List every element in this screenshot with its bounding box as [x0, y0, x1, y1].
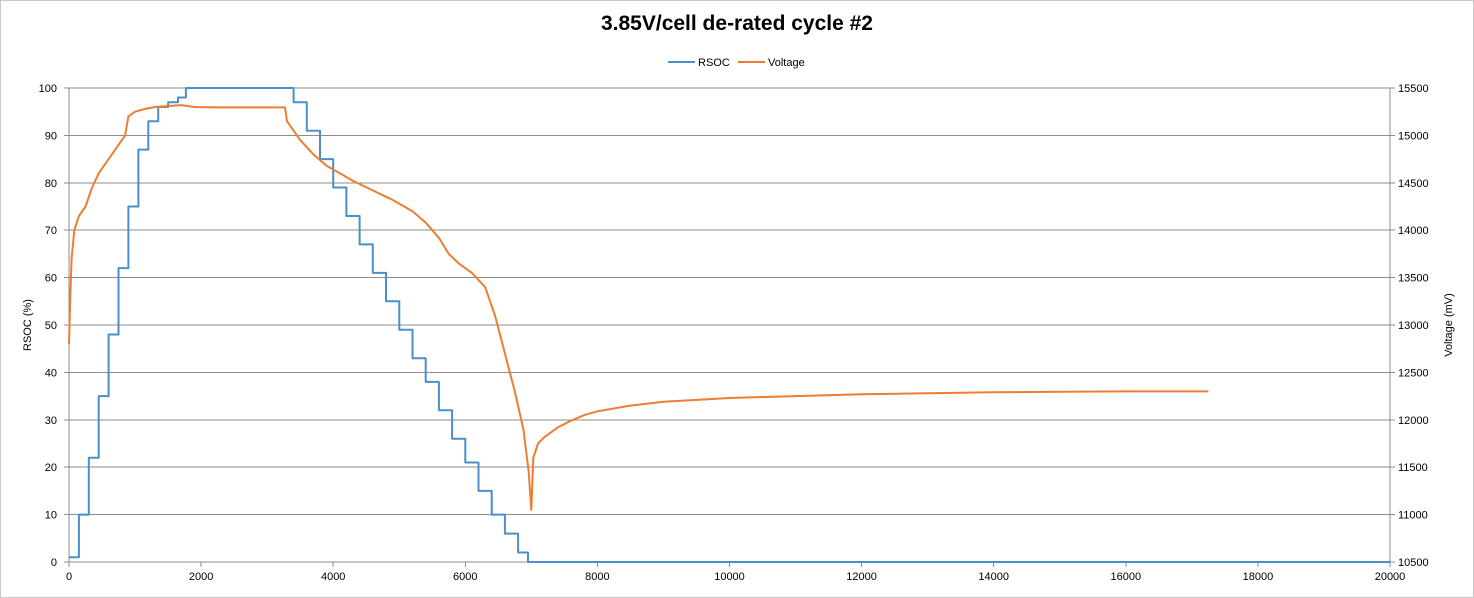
x-tick-label-7: 14000	[978, 571, 1009, 583]
legend: RSOC Voltage	[668, 57, 805, 69]
y-tick-label-10: 100	[39, 83, 57, 95]
y2-tick-label-10: 15500	[1398, 83, 1429, 95]
series-line-voltage	[68, 104, 1209, 511]
y2-tick-label-2: 11500	[1398, 462, 1428, 474]
y2-tick-label-8: 14500	[1398, 178, 1429, 190]
gridlines	[69, 87, 1390, 563]
y-tick-label-4: 40	[45, 367, 57, 379]
y2-tick-label-1: 11000	[1398, 510, 1428, 522]
x-tick-labels: 0 2000 4000 6000 8000 10000 12000 14000 16000 180…	[66, 571, 1405, 583]
y-tick-label-8: 80	[45, 178, 57, 190]
x-tick-label-0: 0	[66, 571, 72, 583]
y2-tick-label-5: 13000	[1398, 320, 1429, 332]
y-tick-label-5: 50	[45, 320, 57, 332]
x-tick-label-2: 4000	[321, 571, 345, 583]
y2-tick-label-7: 14000	[1398, 225, 1429, 237]
x-tick-label-10: 20000	[1375, 571, 1406, 583]
series-lines	[68, 87, 1390, 563]
y2-tick-label-4: 12500	[1398, 367, 1429, 379]
y-tick-labels: 0 10 20 30 40 50 60 70 80 90 100	[39, 83, 57, 569]
series-line-rsoc	[69, 87, 1390, 563]
x-tick-label-9: 18000	[1243, 571, 1274, 583]
x-tick-label-1: 2000	[189, 571, 213, 583]
x-tick-label-6: 12000	[846, 571, 877, 583]
y-tick-label-0: 0	[51, 557, 57, 569]
chart-title: 3.85V/cell de-rated cycle #2	[600, 12, 873, 35]
y-axis-title: RSOC (%)	[22, 299, 34, 351]
x-tick-label-8: 16000	[1111, 571, 1142, 583]
y2-tick-label-9: 15000	[1398, 130, 1429, 142]
y-tick-label-6: 60	[45, 273, 57, 285]
y2-tick-labels: 10500 11000 11500 12000 12500 13000 13500 14000…	[1398, 83, 1429, 569]
y-tick-label-9: 90	[45, 130, 57, 142]
y2-tick-label-3: 12000	[1398, 415, 1429, 427]
y2-tick-label-0: 10500	[1398, 557, 1429, 569]
legend-label-voltage: Voltage	[768, 57, 805, 69]
x-tick-label-5: 10000	[714, 571, 745, 583]
y2-tick-label-6: 13500	[1398, 273, 1429, 285]
y-tick-label-3: 30	[45, 415, 57, 427]
legend-label-rsoc: RSOC	[698, 57, 730, 69]
axes	[64, 87, 1395, 567]
y-tick-label-2: 20	[45, 462, 57, 474]
y-tick-label-1: 10	[45, 510, 57, 522]
y2-axis-title: Voltage (mV)	[1443, 293, 1455, 357]
x-tick-label-4: 8000	[585, 571, 609, 583]
y-tick-label-7: 70	[45, 225, 57, 237]
x-tick-label-3: 6000	[453, 571, 477, 583]
